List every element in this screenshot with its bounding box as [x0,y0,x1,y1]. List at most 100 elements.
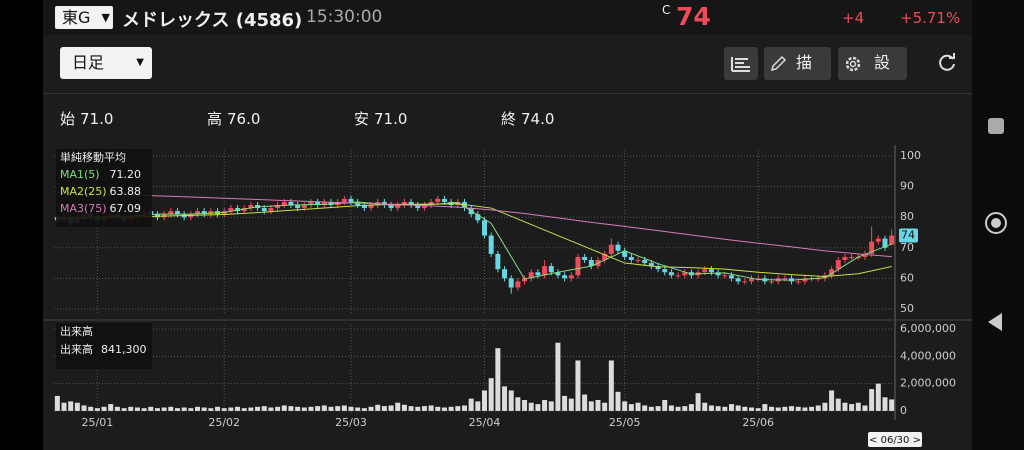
refresh-button[interactable] [936,52,958,74]
legend-title: 単純移動平均 [60,150,126,164]
volume-bar [281,405,287,411]
volume-bar [555,342,561,411]
nav-back[interactable] [988,313,1002,331]
volume-bar [635,402,641,411]
candle-body [168,211,174,215]
volume-bar [128,406,134,411]
legend-value: 67.09 [110,202,142,215]
candle-body [602,253,608,260]
dropdown-arrow: ▼ [101,11,110,24]
volume-bar [655,406,661,411]
nav-home[interactable] [985,212,1007,234]
volume-bar [842,402,848,411]
candle-body [869,241,875,254]
candle-body [715,272,721,276]
settings-button[interactable]: 設定 [838,47,907,80]
legend-name: MA2(25) [60,185,107,198]
market-select[interactable]: 東G ▼ [55,6,113,29]
candle-body [875,238,881,242]
volume-bar [255,406,261,411]
volume-bar [401,404,407,411]
volume-bar [148,406,154,411]
volume-bar [502,386,508,411]
legend-value: 63.88 [110,185,142,198]
candle-body [849,256,855,258]
nav-bar [972,0,1024,450]
ohlc-value: 71.0 [374,110,408,128]
candle-body [635,260,641,261]
price-flag: C [662,3,671,17]
volume-bar [81,405,87,411]
candle-body [548,266,554,273]
candle-body [508,278,514,288]
cursor-label: < 06/30 > [869,435,921,446]
candle-body [348,198,354,202]
candle-body [301,205,307,209]
volume-bar [568,398,574,411]
volume-bar [195,406,201,411]
candle-body [582,256,588,260]
volume-bar [715,406,721,411]
ohlc-label: 安 [354,110,370,128]
y-tick-label: 70 [900,241,914,254]
price-badge-label: 74 [901,229,915,242]
candle-body [535,272,541,276]
candle-body [728,275,734,279]
volume-bar [775,407,781,411]
volume-bar [769,406,775,411]
volume-bar [448,406,454,411]
volume-bar [101,406,107,411]
volume-bar [315,406,321,411]
volume-bar [528,402,534,411]
draw-button[interactable]: 描画 [764,47,831,80]
volume-bar [855,402,861,411]
volume-bar [154,408,160,411]
x-tick-label: 25/04 [469,416,501,429]
volume-bar [829,390,835,411]
candle-body [528,272,534,279]
volume-bar [802,407,808,411]
volume-bar [248,407,254,411]
legend-name: MA3(75) [60,202,107,215]
volume-legend-name: 出来高 [60,342,93,356]
volume-bar [735,405,741,411]
candle-body [755,278,761,280]
volume-bar [748,407,754,411]
volume-bar [375,404,381,411]
volume-bar [74,402,80,411]
volume-bar [675,406,681,411]
volume-bar [602,402,608,411]
indicator-button[interactable] [724,47,758,80]
candle-body [368,205,374,209]
volume-bar [168,406,174,411]
change: +4 [842,9,865,27]
y-tick-label: 90 [900,180,914,193]
volume-bar [68,401,74,411]
volume-bar [608,360,614,411]
y-tick-label: 80 [900,210,914,223]
volume-bar [875,383,881,411]
candle-body [388,205,394,209]
nav-recent[interactable] [988,118,1004,134]
volume-bar [308,406,314,411]
stock-name: メドレックス (4586) [122,10,303,31]
volume-bar [835,398,841,411]
x-tick-label: 25/03 [335,416,367,429]
period-select[interactable]: 日足 ▼ [60,47,152,79]
volume-bar [648,406,654,411]
y-tick-label: 60 [900,271,914,284]
volume-bar [488,378,494,411]
candle-body [722,275,728,277]
candle-body [268,208,274,212]
candle-body [408,201,414,205]
volume-bar [495,348,501,411]
candle-body [275,205,281,209]
volume-bar [461,405,467,411]
ohlc-label: 始 [60,110,76,128]
volume-bar [275,406,281,411]
volume-bar [542,400,548,411]
candle-body [228,208,234,212]
candle-body [295,205,301,209]
volume-bar [668,405,674,411]
